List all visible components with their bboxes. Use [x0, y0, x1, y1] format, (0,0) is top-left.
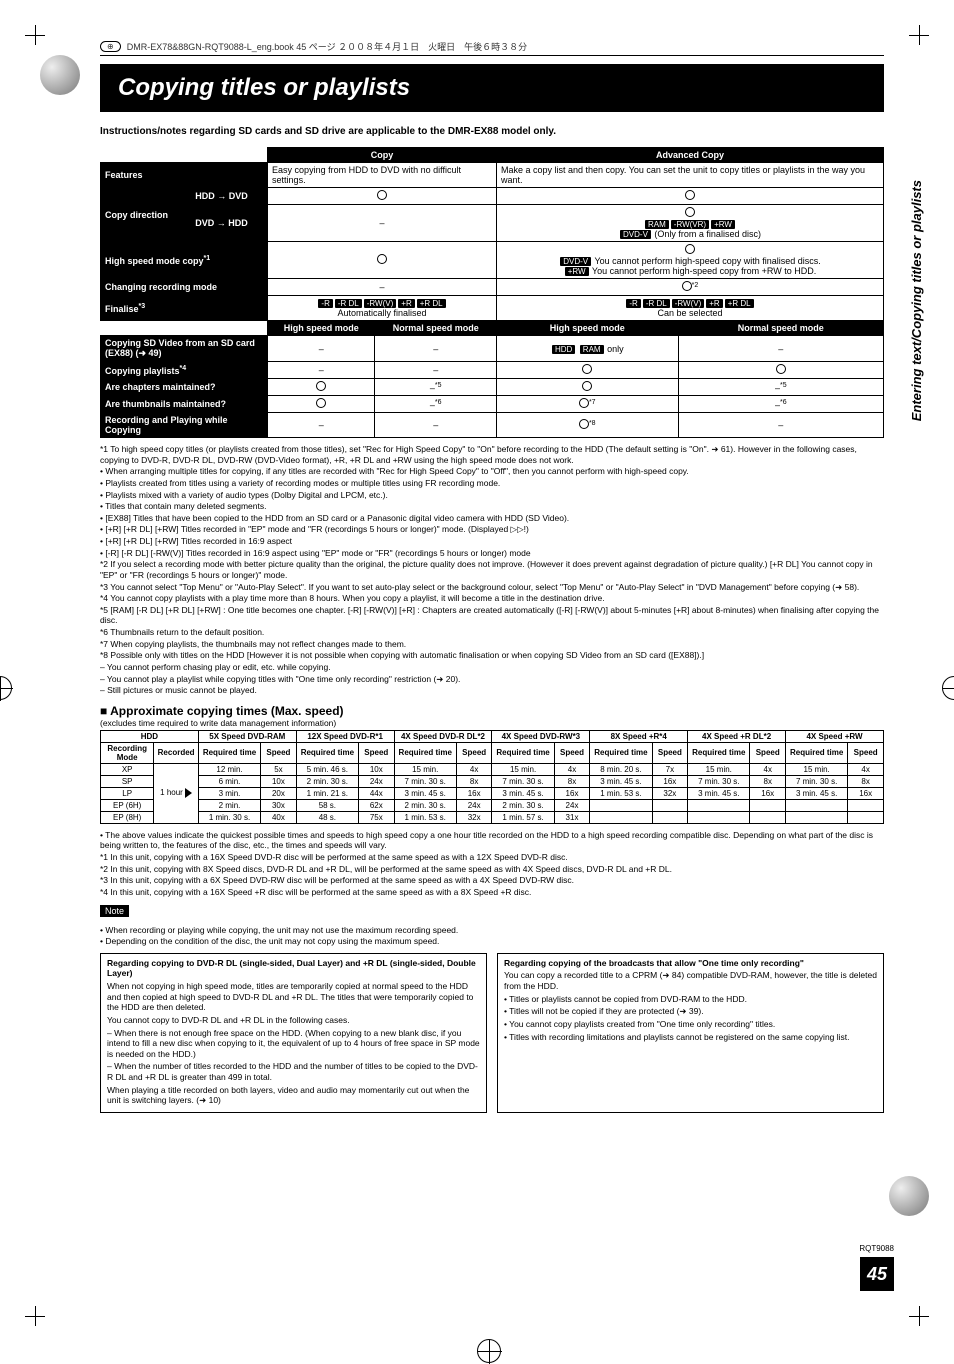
box-one-time: Regarding copying of the broadcasts that… [497, 953, 884, 1113]
side-tab-label: Entering text/Copying titles or playlist… [909, 180, 924, 421]
header-icon: ⊕ [100, 41, 121, 52]
speed-footnotes: • The above values indicate the quickest… [100, 830, 884, 898]
row-thm: Are thumbnails maintained? [101, 396, 268, 413]
hsm-adv: DVD-V You cannot perform high-speed copy… [496, 242, 883, 279]
approx-heading: Approximate copying times (Max. speed) [100, 704, 884, 718]
features-adv: Make a copy list and then copy. You can … [496, 163, 883, 188]
approx-sub: (excludes time required to write data ma… [100, 718, 884, 728]
header-text: DMR-EX78&88GN-RQT9088-L_eng.book 45 ページ … [127, 40, 527, 53]
col-copy: Copy [268, 148, 497, 163]
page-title: Copying titles or playlists [100, 64, 884, 112]
row-chm: Are chapters maintained? [101, 379, 268, 396]
row-sdv: Copying SD Video from an SD card(EX88) (… [101, 336, 268, 362]
finalise-copy: -R-R DL-RW(V)+R+R DL Automatically final… [268, 296, 497, 321]
hdd-dvd: HDD → DVD [191, 188, 268, 205]
row-copydir: Copy direction [101, 188, 191, 242]
footnotes: *1 To high speed copy titles (or playlis… [100, 444, 884, 696]
row-cpl: Copying playlists*4 [101, 362, 268, 379]
page-number: 45 [860, 1257, 894, 1291]
decor-sphere-tl [40, 55, 80, 95]
sdv-adv: HDD RAM only [496, 336, 678, 362]
dvd-hdd: DVD → HDD [191, 205, 268, 242]
comparison-table: Copy Advanced Copy Features Easy copying… [100, 147, 884, 438]
box-dvdr-dl: Regarding copying to DVD-R DL (single-si… [100, 953, 487, 1113]
row-features: Features [101, 163, 268, 188]
row-finalise: Finalise*3 [101, 296, 268, 321]
speed-table: HDD5X Speed DVD-RAM12X Speed DVD-R*14X S… [100, 730, 884, 824]
decor-sphere-br [889, 1176, 929, 1216]
features-copy: Easy copying from HDD to DVD with no dif… [268, 163, 497, 188]
dvd-hdd-adv: RAM-RW(VR)+RW DVD-V (Only from a finalis… [496, 205, 883, 242]
finalise-adv: -R-R DL-RW(V)+R+R DL Can be selected [496, 296, 883, 321]
doc-id: RQT9088 [859, 1244, 894, 1253]
col-adv: Advanced Copy [496, 148, 883, 163]
book-header: ⊕ DMR-EX78&88GN-RQT9088-L_eng.book 45 ペー… [100, 40, 884, 56]
row-crm: Changing recording mode [101, 279, 268, 296]
row-rpc: Recording and Playing while Copying [101, 413, 268, 438]
note-label: Note [100, 905, 129, 917]
model-note: Instructions/notes regarding SD cards an… [100, 126, 884, 137]
note-body: • When recording or playing while copyin… [100, 925, 884, 947]
row-hsm: High speed mode copy*1 [101, 242, 268, 279]
